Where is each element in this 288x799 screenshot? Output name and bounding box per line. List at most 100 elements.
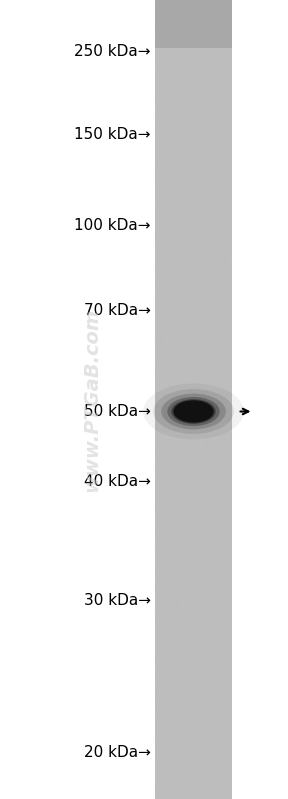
Point	[188, 531, 193, 543]
Point	[169, 616, 173, 629]
Point	[195, 274, 200, 287]
Point	[169, 709, 173, 721]
Point	[196, 622, 200, 634]
Point	[180, 677, 185, 690]
Point	[193, 106, 197, 119]
Point	[162, 773, 167, 786]
Point	[153, 690, 157, 702]
Point	[216, 218, 221, 231]
Point	[212, 407, 217, 419]
Point	[220, 256, 224, 268]
Point	[204, 405, 209, 418]
Point	[180, 74, 185, 87]
Point	[211, 722, 216, 735]
Point	[225, 436, 230, 449]
Point	[213, 586, 217, 598]
Point	[183, 22, 188, 34]
Point	[191, 52, 195, 65]
Point	[192, 529, 197, 542]
Point	[197, 138, 202, 151]
Point	[213, 455, 217, 467]
Point	[173, 707, 177, 720]
Point	[195, 355, 200, 368]
Point	[202, 357, 207, 370]
Point	[213, 95, 217, 108]
Point	[201, 298, 205, 311]
Point	[223, 757, 228, 769]
Point	[201, 768, 206, 781]
Point	[214, 119, 219, 132]
Point	[211, 14, 215, 26]
Point	[224, 545, 228, 558]
Point	[221, 698, 226, 710]
Point	[202, 731, 207, 744]
Point	[158, 341, 163, 354]
Point	[208, 260, 213, 273]
Point	[163, 173, 167, 185]
Point	[213, 240, 217, 252]
Point	[215, 511, 219, 524]
Point	[202, 667, 207, 680]
Point	[202, 536, 206, 549]
Point	[185, 32, 190, 45]
Point	[154, 361, 158, 374]
Point	[181, 329, 185, 342]
Point	[198, 421, 202, 434]
Point	[163, 149, 168, 162]
Point	[194, 57, 198, 70]
Point	[177, 639, 181, 652]
Point	[205, 357, 209, 370]
Point	[167, 662, 172, 674]
Point	[200, 645, 205, 658]
Point	[217, 252, 221, 264]
Point	[155, 101, 160, 113]
Point	[193, 546, 197, 559]
Point	[158, 399, 162, 411]
Point	[166, 727, 171, 740]
Point	[155, 718, 160, 731]
Point	[178, 594, 183, 606]
Point	[203, 776, 207, 789]
Point	[164, 781, 168, 793]
Point	[180, 624, 184, 637]
Point	[177, 456, 181, 469]
Point	[226, 400, 231, 412]
Point	[206, 648, 211, 661]
Point	[219, 349, 224, 362]
Point	[180, 360, 185, 372]
Point	[229, 151, 234, 164]
Point	[166, 348, 171, 360]
Point	[183, 157, 188, 169]
Point	[180, 66, 184, 79]
Point	[161, 84, 166, 97]
Point	[160, 352, 165, 365]
Point	[173, 598, 178, 611]
Point	[224, 122, 229, 135]
Point	[220, 662, 224, 675]
Point	[159, 391, 164, 403]
Point	[188, 407, 193, 419]
Point	[184, 215, 189, 228]
Point	[211, 302, 215, 315]
Point	[159, 187, 164, 200]
Point	[162, 725, 167, 737]
Point	[183, 80, 187, 93]
Point	[175, 41, 180, 54]
Point	[209, 254, 214, 267]
Point	[198, 426, 202, 439]
Point	[160, 60, 164, 73]
Point	[200, 634, 204, 646]
Point	[202, 441, 206, 454]
Point	[162, 288, 167, 300]
Point	[169, 178, 174, 191]
Point	[157, 659, 162, 672]
Point	[221, 51, 225, 64]
Point	[165, 752, 170, 765]
Point	[172, 213, 177, 225]
Point	[207, 609, 212, 622]
Point	[175, 391, 180, 403]
Text: 150 kDa→: 150 kDa→	[74, 127, 151, 141]
Point	[220, 418, 224, 431]
Point	[211, 113, 215, 126]
Point	[175, 641, 180, 654]
